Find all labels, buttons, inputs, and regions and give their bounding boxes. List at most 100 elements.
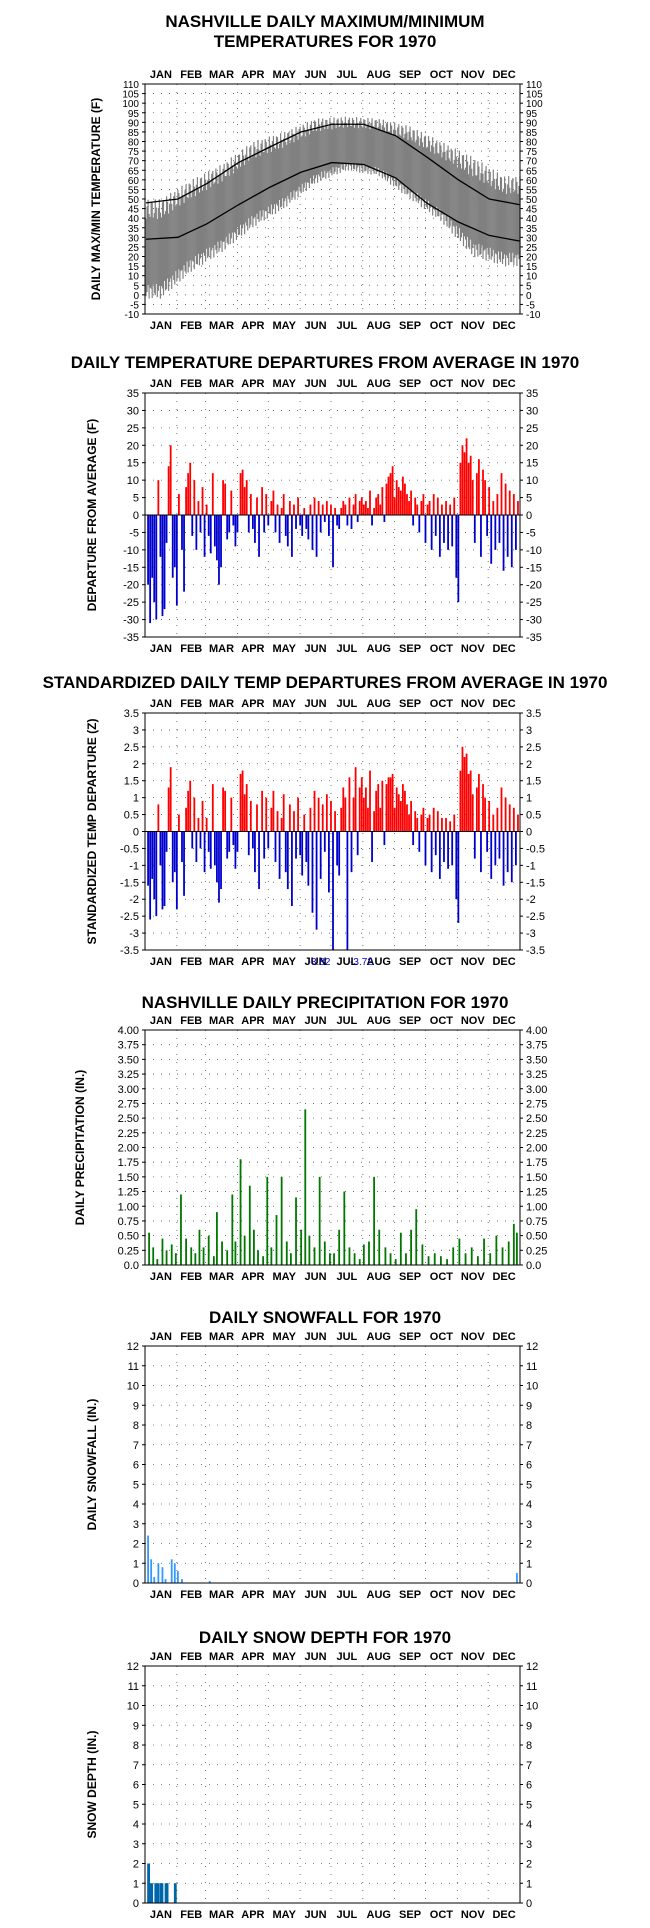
- bar: [333, 1253, 335, 1265]
- precipitation-chart-title: NASHVILLE DAILY PRECIPITATION FOR 1970: [141, 993, 509, 1012]
- bar: [213, 831, 216, 866]
- bar: [401, 476, 404, 515]
- y-axis-label: DAILY MAX/MIN TEMPERATURE (F): [89, 98, 103, 300]
- month-label-top: AUG: [367, 378, 391, 390]
- bar: [234, 1241, 237, 1265]
- bar: [375, 790, 378, 832]
- y-tick-label-right: 2.00: [526, 1143, 547, 1155]
- bar: [185, 807, 187, 832]
- bar: [230, 490, 233, 515]
- month-label-top: MAY: [272, 69, 296, 81]
- bar: [216, 1212, 218, 1265]
- y-tick-label-left: 1.00: [118, 1201, 139, 1213]
- bar: [303, 508, 306, 515]
- bar: [247, 515, 250, 533]
- bar: [325, 501, 328, 515]
- y-tick-label-left: 0.25: [118, 1245, 139, 1257]
- bar: [174, 1883, 177, 1903]
- bar: [187, 473, 190, 515]
- bar: [434, 515, 437, 536]
- bar: [275, 1215, 278, 1265]
- y-tick-label-right: 3.00: [526, 1084, 547, 1096]
- y-tick-label-left: -35: [123, 632, 139, 644]
- month-label-top: MAR: [209, 69, 234, 81]
- bar: [486, 831, 489, 852]
- y-tick-label-left: 11: [128, 1681, 139, 1693]
- y-tick-label-left: 4: [133, 1819, 139, 1831]
- bar: [385, 784, 388, 832]
- departure-panel: DAILY TEMPERATURE DEPARTURES FROM AVERAG…: [0, 345, 650, 655]
- bar: [258, 515, 260, 557]
- y-tick-label-right: 6: [526, 1780, 532, 1792]
- y-tick-label-right: -10: [526, 310, 541, 321]
- bar: [427, 1256, 430, 1265]
- month-label-bottom: DEC: [492, 1909, 515, 1920]
- bar: [178, 494, 180, 515]
- bar: [243, 1235, 246, 1265]
- bar: [236, 515, 239, 533]
- bar: [276, 504, 279, 515]
- bar: [510, 831, 513, 883]
- y-tick-label-left: 9: [133, 1400, 139, 1412]
- month-label-top: APR: [241, 378, 264, 390]
- bar: [272, 790, 275, 832]
- bar: [387, 476, 390, 515]
- bar: [430, 831, 433, 873]
- bar: [270, 501, 273, 515]
- month-label-top: APR: [241, 69, 264, 81]
- y-tick-label-right: 15: [526, 458, 538, 470]
- y-axis-label: DAILY PRECIPITATION (IN.): [73, 1070, 87, 1226]
- bar: [428, 814, 431, 832]
- month-label-top: JUN: [305, 1331, 327, 1343]
- y-tick-label-right: 0.75: [526, 1216, 547, 1228]
- bar: [173, 831, 176, 873]
- bar: [251, 831, 254, 849]
- bar: [377, 784, 380, 832]
- bar: [212, 1256, 215, 1265]
- bar: [321, 504, 324, 515]
- y-tick-label-left: 9: [133, 1720, 139, 1732]
- bar: [484, 797, 486, 832]
- bar: [291, 515, 293, 557]
- bar: [309, 807, 312, 832]
- month-label-bottom: OCT: [430, 1271, 454, 1283]
- bar: [432, 807, 435, 832]
- bar: [171, 515, 174, 578]
- bar: [228, 831, 231, 852]
- bar: [149, 515, 152, 624]
- month-label-top: SEP: [399, 698, 421, 710]
- y-tick-label-left: 100: [122, 99, 139, 110]
- bar: [405, 1253, 407, 1265]
- bar: [295, 1197, 297, 1265]
- month-label-top: JUN: [305, 1651, 327, 1663]
- bar: [239, 473, 242, 515]
- bar: [508, 804, 511, 832]
- bar: [458, 1238, 461, 1265]
- bar: [241, 469, 244, 515]
- bar: [288, 804, 291, 832]
- bar: [358, 1259, 361, 1265]
- y-tick-label-left: 105: [122, 90, 139, 101]
- y-tick-label-right: 12: [526, 1341, 538, 1353]
- bar: [463, 452, 466, 515]
- y-tick-label-left: 6: [133, 1780, 139, 1792]
- y-tick-label-right: -1: [526, 860, 536, 872]
- y-tick-label-right: 70: [526, 157, 538, 168]
- month-label-top: SEP: [399, 1651, 421, 1663]
- bar: [416, 817, 419, 832]
- bar: [241, 770, 244, 832]
- bar: [412, 515, 415, 526]
- bar: [360, 777, 363, 832]
- bar: [323, 831, 326, 852]
- bar: [224, 790, 227, 832]
- bar: [338, 1229, 341, 1265]
- y-tick-label-right: 4: [526, 1819, 532, 1831]
- bar: [153, 831, 156, 900]
- bar: [449, 821, 452, 832]
- y-tick-label-left: 10: [127, 475, 139, 487]
- bar: [410, 490, 412, 515]
- bar: [415, 1209, 418, 1265]
- bar: [191, 515, 194, 536]
- bar: [378, 1229, 381, 1265]
- bar: [517, 501, 519, 515]
